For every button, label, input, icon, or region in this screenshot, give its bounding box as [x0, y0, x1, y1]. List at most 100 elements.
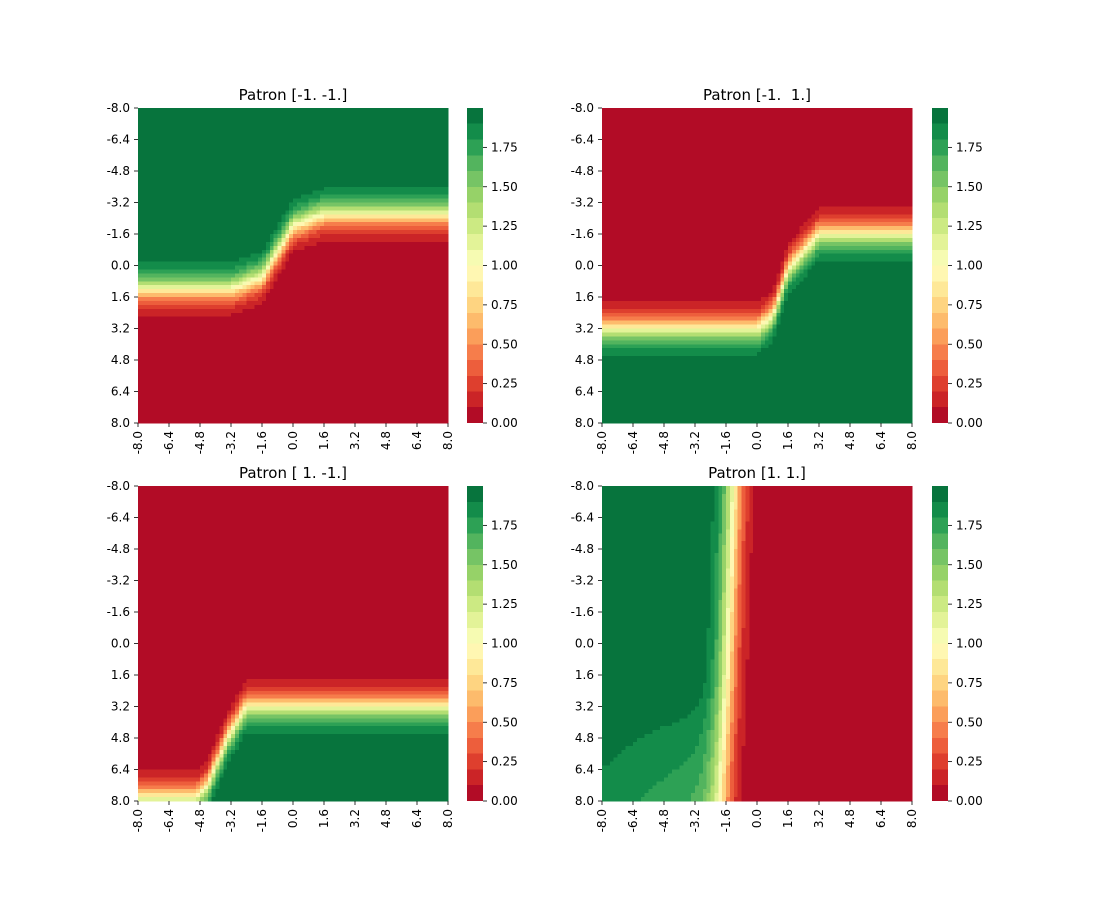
heatmap-cell [270, 171, 274, 176]
heatmap-cell [444, 325, 448, 330]
heatmap-cell [266, 254, 270, 259]
heatmap-cell [188, 329, 192, 334]
heatmap-cell [192, 112, 196, 117]
heatmap-cell [301, 159, 305, 164]
heatmap-cell [413, 281, 417, 286]
heatmap-cell [417, 313, 421, 318]
heatmap-cell [157, 352, 161, 357]
heatmap-cell [138, 297, 142, 302]
heatmap-cell [219, 313, 223, 318]
heatmap-cell [200, 250, 204, 255]
heatmap-cell [150, 132, 154, 137]
heatmap-cell [289, 171, 293, 176]
heatmap-cell [440, 163, 444, 168]
heatmap-cell [231, 179, 235, 184]
heatmap-cell [328, 206, 332, 211]
heatmap-cell [363, 348, 367, 353]
heatmap-cell [188, 348, 192, 353]
heatmap-cell [173, 297, 177, 302]
heatmap-cell [409, 269, 413, 274]
heatmap-cell [309, 262, 313, 267]
heatmap-cell [204, 116, 208, 121]
heatmap-cell [150, 277, 154, 282]
heatmap-cell [146, 238, 150, 243]
heatmap-cell [332, 246, 336, 251]
heatmap-cell [351, 179, 355, 184]
heatmap-cell [316, 321, 320, 326]
heatmap-cell [173, 179, 177, 184]
heatmap-cell [347, 108, 351, 113]
heatmap-cell [332, 171, 336, 176]
heatmap-cell [429, 269, 433, 274]
heatmap-cell [405, 218, 409, 223]
heatmap-cell [196, 214, 200, 219]
heatmap-cell [262, 222, 266, 227]
heatmap-cell [216, 309, 220, 314]
heatmap-cell [309, 199, 313, 204]
heatmap-cell [270, 151, 274, 156]
heatmap-cell [161, 222, 165, 227]
heatmap-cell [200, 120, 204, 125]
heatmap-cell [305, 289, 309, 294]
heatmap-cell [223, 277, 227, 282]
heatmap-cell [421, 234, 425, 239]
heatmap-cell [173, 136, 177, 141]
heatmap-cell [281, 340, 285, 345]
heatmap-cell [409, 246, 413, 251]
heatmap-cell [436, 116, 440, 121]
heatmap-cell [192, 187, 196, 192]
heatmap-cell [332, 143, 336, 148]
heatmap-cell [173, 132, 177, 137]
heatmap-cell [185, 151, 189, 156]
heatmap-cell [324, 155, 328, 160]
heatmap-cell [142, 132, 146, 137]
heatmap-cell [200, 340, 204, 345]
heatmap-cell [324, 293, 328, 298]
heatmap-cell [413, 159, 417, 164]
heatmap-cell [150, 262, 154, 267]
heatmap-cell [402, 329, 406, 334]
heatmap-cell [188, 297, 192, 302]
heatmap-cell [394, 222, 398, 227]
heatmap-cell [281, 325, 285, 330]
heatmap-cell [188, 309, 192, 314]
heatmap-cell [285, 301, 289, 306]
heatmap-cell [409, 305, 413, 310]
heatmap-cell [247, 116, 251, 121]
heatmap-cell [196, 262, 200, 267]
heatmap-cell [398, 124, 402, 129]
heatmap-cell [324, 143, 328, 148]
heatmap-cell [181, 140, 185, 145]
heatmap-cell [433, 309, 437, 314]
heatmap-cell [312, 140, 316, 145]
heatmap-cell [305, 266, 309, 271]
heatmap-cell [309, 246, 313, 251]
heatmap-cell [223, 293, 227, 298]
heatmap-cell [154, 151, 158, 156]
heatmap-cell [386, 132, 390, 137]
heatmap-cell [188, 179, 192, 184]
heatmap-cell [200, 171, 204, 176]
heatmap-cell [274, 348, 278, 353]
heatmap-cell [332, 159, 336, 164]
heatmap-cell [208, 250, 212, 255]
heatmap-cell [154, 293, 158, 298]
heatmap-cell [340, 167, 344, 172]
heatmap-cell [309, 226, 313, 231]
heatmap-cell [343, 301, 347, 306]
heatmap-cell [312, 332, 316, 337]
heatmap-cell [165, 305, 169, 310]
heatmap-cell [355, 301, 359, 306]
heatmap-cell [247, 132, 251, 137]
heatmap-cell [169, 352, 173, 357]
heatmap-cell [347, 195, 351, 200]
heatmap-cell [243, 214, 247, 219]
heatmap-cell [394, 128, 398, 133]
heatmap-cell [340, 238, 344, 243]
heatmap-cell [363, 305, 367, 310]
heatmap-cell [196, 344, 200, 349]
heatmap-cell [169, 305, 173, 310]
heatmap-cell [188, 321, 192, 326]
heatmap-cell [417, 210, 421, 215]
heatmap-cell [254, 277, 258, 282]
